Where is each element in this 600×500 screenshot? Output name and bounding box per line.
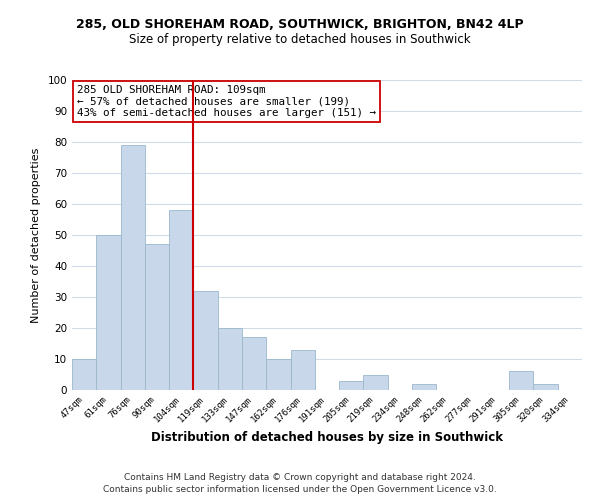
Bar xyxy=(533,384,558,390)
Bar xyxy=(509,372,533,390)
Bar xyxy=(193,291,218,390)
Text: 285, OLD SHOREHAM ROAD, SOUTHWICK, BRIGHTON, BN42 4LP: 285, OLD SHOREHAM ROAD, SOUTHWICK, BRIGH… xyxy=(76,18,524,30)
Bar xyxy=(121,145,145,390)
Y-axis label: Number of detached properties: Number of detached properties xyxy=(31,148,41,322)
Text: Contains HM Land Registry data © Crown copyright and database right 2024.: Contains HM Land Registry data © Crown c… xyxy=(124,472,476,482)
Text: 285 OLD SHOREHAM ROAD: 109sqm
← 57% of detached houses are smaller (199)
43% of : 285 OLD SHOREHAM ROAD: 109sqm ← 57% of d… xyxy=(77,84,376,118)
Bar xyxy=(364,374,388,390)
Bar xyxy=(412,384,436,390)
Text: Size of property relative to detached houses in Southwick: Size of property relative to detached ho… xyxy=(129,32,471,46)
Bar xyxy=(96,235,121,390)
Bar xyxy=(266,359,290,390)
Bar xyxy=(218,328,242,390)
Bar xyxy=(169,210,193,390)
Bar xyxy=(72,359,96,390)
Text: Contains public sector information licensed under the Open Government Licence v3: Contains public sector information licen… xyxy=(103,485,497,494)
Bar xyxy=(145,244,169,390)
Bar xyxy=(290,350,315,390)
Bar xyxy=(339,380,364,390)
X-axis label: Distribution of detached houses by size in Southwick: Distribution of detached houses by size … xyxy=(151,431,503,444)
Bar xyxy=(242,338,266,390)
